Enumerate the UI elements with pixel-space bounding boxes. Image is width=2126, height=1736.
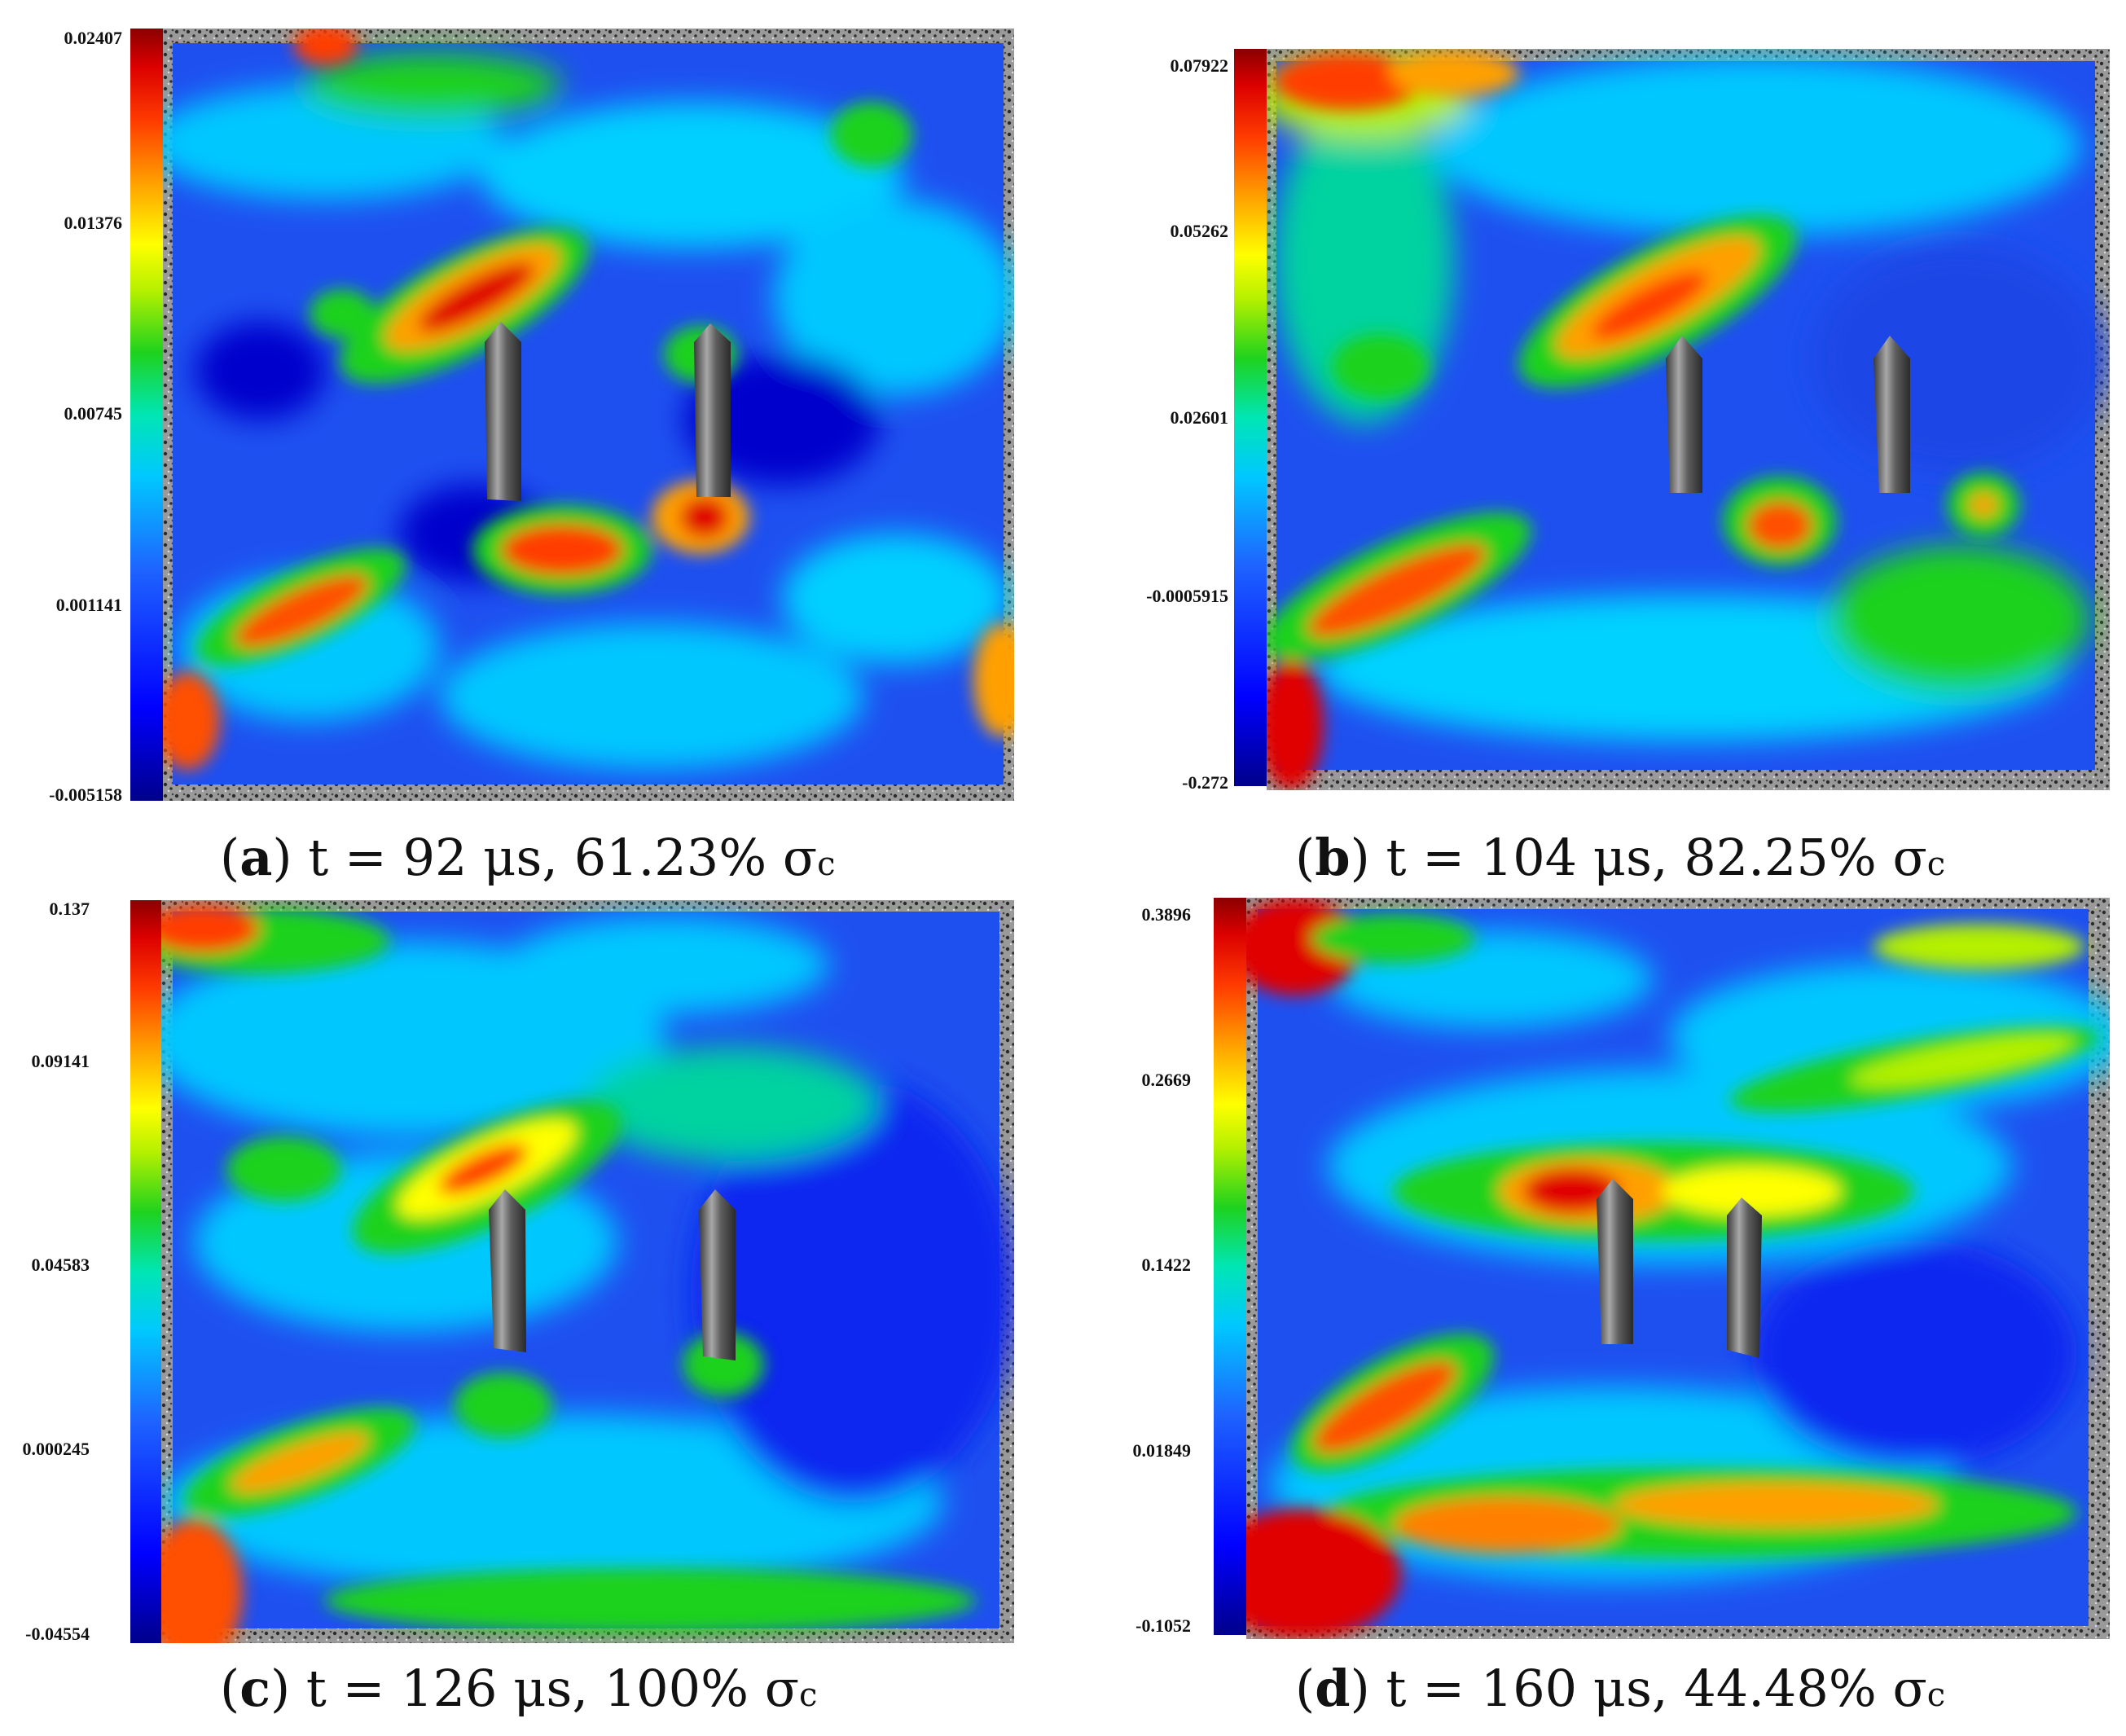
caption-sub-b: c [1926,846,1946,883]
strain-field-a [163,29,1014,801]
caption-text-a: t = 92 μs, 61.23% σ [292,828,818,887]
caption-text-d: t = 160 μs, 44.48% σ [1369,1659,1927,1718]
tick-d-2: 0.1422 [1141,1255,1192,1275]
tick-d-1: 0.2669 [1141,1070,1192,1090]
tick-d-3: 0.01849 [1132,1440,1192,1461]
tick-b-3: -0.0005915 [1146,586,1228,606]
caption-b: (b) t = 104 μs, 82.25% σc [1295,828,1946,887]
colorbar-d [1214,898,1246,1635]
colorbar-c [130,900,161,1643]
tick-c-3: 0.000245 [22,1439,90,1459]
caption-letter-d: d [1315,1659,1351,1718]
caption-sub-a: c [817,846,836,883]
panel-c: 0.137 0.09141 0.04583 0.000245 -0.04554 [0,888,1059,1736]
colorbar-a [130,29,163,801]
caption-text-c: t = 126 μs, 100% σ [290,1659,800,1718]
tick-c-0: 0.137 [49,899,90,919]
tick-b-2: 0.02601 [1170,407,1229,428]
panel-a: 0.02407 0.01376 0.00745 0.001141 -0.0051… [0,0,1059,896]
caption-sub-c: c [799,1677,818,1714]
caption-d: (d) t = 160 μs, 44.48% σc [1295,1659,1946,1718]
caption-c: (c) t = 126 μs, 100% σc [220,1659,818,1718]
tick-c-4: -0.04554 [25,1624,90,1644]
strain-field-d [1246,898,2110,1639]
tick-a-2: 0.00745 [64,403,123,424]
strain-field-c [161,900,1014,1643]
caption-letter-a: a [239,828,273,887]
tick-d-4: -0.1052 [1135,1615,1191,1636]
tick-b-4: -0.272 [1182,772,1228,793]
panel-b: 0.07922 0.05262 0.02601 -0.0005915 -0.27… [1075,0,2126,896]
tick-a-0: 0.02407 [64,28,123,48]
caption-a: (a) t = 92 μs, 61.23% σc [220,828,836,887]
tick-c-2: 0.04583 [31,1255,90,1275]
caption-sub-d: c [1926,1677,1946,1714]
tick-a-1: 0.01376 [64,213,123,233]
caption-text-b: t = 104 μs, 82.25% σ [1369,828,1927,887]
tick-d-0: 0.3896 [1141,904,1192,925]
tick-a-4: -0.005158 [49,784,122,805]
panel-d: 0.3896 0.2669 0.1422 0.01849 -0.1052 [1075,888,2126,1736]
tick-b-1: 0.05262 [1170,221,1229,241]
strain-field-b [1267,49,2110,790]
caption-letter-c: c [239,1659,270,1718]
caption-letter-b: b [1315,828,1351,887]
tick-c-1: 0.09141 [31,1051,90,1071]
tick-b-0: 0.07922 [1170,55,1229,76]
tick-a-3: 0.001141 [55,595,122,615]
colorbar-b [1234,49,1267,786]
